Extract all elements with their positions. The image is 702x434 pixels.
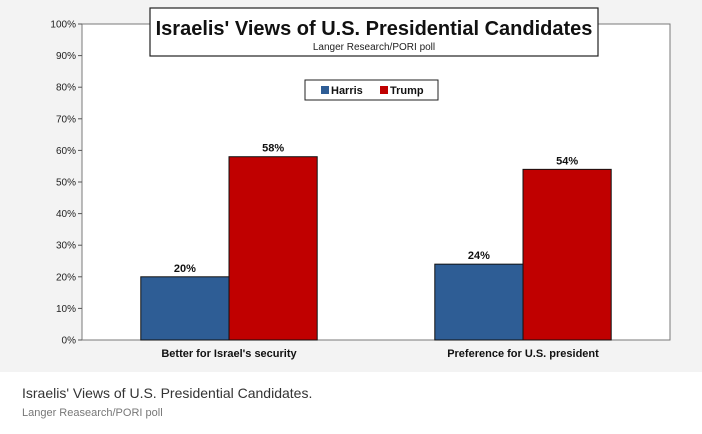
data-label-harris-1: 24%	[468, 250, 490, 262]
y-tick-label: 60%	[56, 146, 76, 157]
y-tick-label: 90%	[56, 51, 76, 62]
bar-trump-0	[228, 156, 318, 341]
title-box	[149, 7, 599, 57]
x-axis: Better for Israel's security Preference f…	[161, 348, 599, 360]
bar-harris-1	[434, 263, 524, 341]
y-tick-label: 40%	[56, 209, 76, 220]
y-tick-label: 50%	[56, 178, 76, 189]
chart-subtitle: Langer Research/PORI poll	[313, 42, 435, 53]
data-label-harris-0: 20%	[174, 263, 196, 275]
chart-title: Israelis' Views of U.S. Presidential Can…	[156, 18, 593, 40]
figure-credit: Langer Reasearch/PORI poll	[22, 407, 163, 419]
chart-figure: 0% 10% 20% 30% 40% 50% 60% 70% 80% 90% 100% 20% 58%…	[0, 0, 702, 372]
y-tick-label: 100%	[50, 20, 76, 31]
data-labels-group: 20% 58% 24% 54%	[174, 143, 578, 275]
legend-label-harris: Harris	[331, 85, 363, 97]
y-tick-label: 30%	[56, 241, 76, 252]
y-tick-label: 80%	[56, 83, 76, 94]
bar-trump-1	[522, 168, 612, 341]
legend-swatch-trump	[380, 86, 388, 94]
y-axis: 0% 10% 20% 30% 40% 50% 60% 70% 80% 90% 100%	[50, 20, 82, 347]
legend-box	[304, 79, 439, 101]
x-tick-label: Preference for U.S. president	[447, 348, 599, 360]
legend: Harris Trump	[304, 79, 439, 101]
data-label-trump-1: 54%	[556, 155, 578, 167]
bars-group	[140, 156, 612, 341]
figure-caption: Israelis' Views of U.S. Presidential Can…	[22, 385, 313, 401]
legend-label-trump: Trump	[390, 85, 424, 97]
y-tick-label: 10%	[56, 304, 76, 315]
y-tick-label: 0%	[62, 336, 77, 347]
legend-swatch-harris	[321, 86, 329, 94]
y-tick-label: 70%	[56, 114, 76, 125]
bar-harris-0	[140, 276, 230, 341]
data-label-trump-0: 58%	[262, 143, 284, 155]
bar-chart: 0% 10% 20% 30% 40% 50% 60% 70% 80% 90% 100% 20% 58%…	[50, 7, 671, 360]
x-tick-label: Better for Israel's security	[161, 348, 297, 360]
y-tick-label: 20%	[56, 272, 76, 283]
